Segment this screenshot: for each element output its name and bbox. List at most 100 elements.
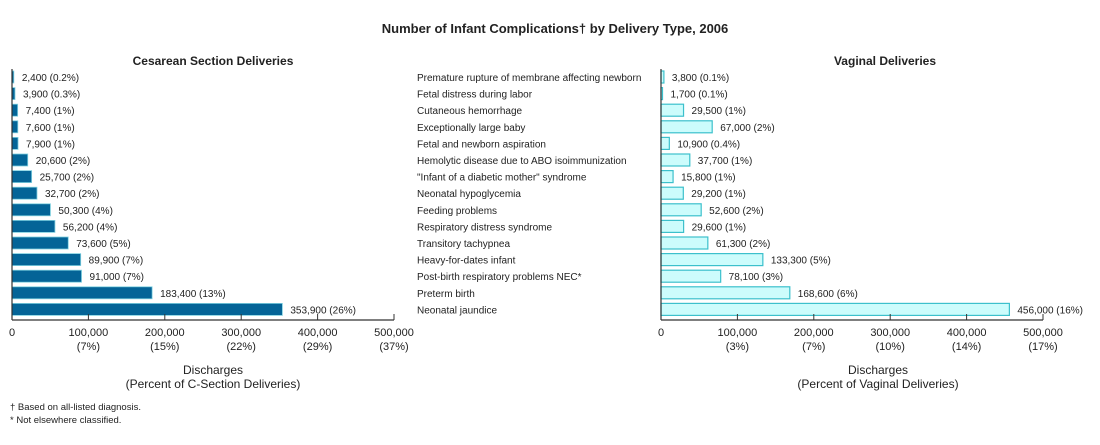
data-label: 3,800 (0.1%): [672, 73, 729, 84]
data-label: 7,600 (1%): [26, 123, 75, 134]
bar: [11, 153, 29, 167]
data-label: 7,400 (1%): [26, 106, 75, 117]
bar: [11, 170, 33, 184]
category-label: Respiratory distress syndrome: [417, 222, 552, 233]
tick-percent: (10%): [876, 341, 905, 353]
bar: [11, 120, 19, 134]
bar: [11, 253, 82, 267]
data-label: 91,000 (7%): [90, 272, 144, 283]
data-label: 15,800 (1%): [681, 173, 735, 184]
chart-title: Number of Infant Complications† by Deliv…: [382, 21, 729, 36]
category-label: Exceptionally large baby: [417, 123, 525, 134]
tick-percent: (37%): [379, 341, 408, 353]
data-label: 37,700 (1%): [698, 156, 752, 167]
footnote: † Based on all-listed diagnosis.: [10, 402, 141, 413]
category-label: Cutaneous hemorrhage: [417, 106, 523, 117]
bar: [11, 219, 56, 233]
footnote: * Not elsewhere classified.: [10, 415, 121, 426]
data-label: 353,900 (26%): [290, 305, 356, 316]
category-label: Heavy-for-dates infant: [417, 256, 516, 267]
bar: [11, 236, 69, 250]
bar: [660, 219, 685, 233]
category-label: Fetal and newborn aspiration: [417, 139, 546, 150]
category-label: Transitory tachypnea: [417, 239, 510, 250]
category-label: Feeding problems: [417, 206, 497, 217]
category-label: Hemolytic disease due to ABO isoimmuniza…: [417, 156, 627, 167]
tick-label: 200,000: [794, 327, 834, 339]
data-label: 7,900 (1%): [26, 139, 75, 150]
data-label: 1,700 (0.1%): [671, 90, 728, 101]
right-xlabel: Discharges: [848, 363, 908, 377]
tick-label: 100,000: [718, 327, 758, 339]
left-xlabel-2: (Percent of C-Section Deliveries): [126, 377, 301, 391]
bar: [660, 153, 691, 167]
right-panel-title: Vaginal Deliveries: [834, 54, 936, 68]
data-label: 3,900 (0.3%): [23, 90, 80, 101]
bar: [660, 170, 674, 184]
category-label: Neonatal hypoglycemia: [417, 189, 521, 200]
bar: [11, 103, 19, 117]
tick-percent: (7%): [802, 341, 825, 353]
bar: [11, 136, 19, 150]
bar: [11, 203, 51, 217]
data-label: 25,700 (2%): [40, 173, 94, 184]
bar: [660, 203, 702, 217]
data-label: 61,300 (2%): [716, 239, 770, 250]
category-label: Premature rupture of membrane affecting …: [417, 73, 641, 84]
bar: [660, 186, 684, 200]
bar: [660, 302, 1010, 316]
bar: [660, 120, 713, 134]
tick-percent: (7%): [77, 341, 100, 353]
bar: [11, 186, 38, 200]
tick-percent: (3%): [726, 341, 749, 353]
data-label: 78,100 (3%): [729, 272, 783, 283]
data-label: 52,600 (2%): [709, 206, 763, 217]
tick-label: 300,000: [870, 327, 910, 339]
data-label: 2,400 (0.2%): [22, 73, 79, 84]
data-label: 168,600 (6%): [798, 289, 858, 300]
tick-label: 300,000: [221, 327, 261, 339]
bar: [11, 302, 283, 316]
data-label: 20,600 (2%): [36, 156, 90, 167]
data-label: 67,000 (2%): [720, 123, 774, 134]
category-label: Neonatal jaundice: [417, 305, 497, 316]
data-label: 133,300 (5%): [771, 256, 831, 267]
bar: [660, 236, 709, 250]
right-xlabel-2: (Percent of Vaginal Deliveries): [797, 377, 958, 391]
category-label: Fetal distress during labor: [417, 90, 533, 101]
left-panel-title: Cesarean Section Deliveries: [133, 54, 294, 68]
tick-label: 0: [658, 327, 664, 339]
data-label: 29,600 (1%): [692, 222, 746, 233]
data-label: 10,900 (0.4%): [677, 139, 740, 150]
bar: [11, 269, 82, 283]
data-label: 56,200 (4%): [63, 222, 117, 233]
tick-label: 100,000: [69, 327, 109, 339]
data-label: 50,300 (4%): [58, 206, 112, 217]
data-label: 73,600 (5%): [76, 239, 130, 250]
data-label: 183,400 (13%): [160, 289, 226, 300]
bar: [11, 286, 153, 300]
tick-percent: (14%): [952, 341, 981, 353]
bar: [660, 253, 764, 267]
tick-label: 400,000: [947, 327, 987, 339]
tick-percent: (29%): [303, 341, 332, 353]
category-label: "Infant of a diabetic mother" syndrome: [417, 173, 587, 184]
bar: [660, 103, 685, 117]
tick-label: 400,000: [298, 327, 338, 339]
left-xlabel: Discharges: [183, 363, 243, 377]
data-label: 456,000 (16%): [1017, 305, 1083, 316]
data-label: 89,900 (7%): [89, 256, 143, 267]
tick-percent: (15%): [150, 341, 179, 353]
data-label: 32,700 (2%): [45, 189, 99, 200]
tick-percent: (22%): [227, 341, 256, 353]
tick-percent: (17%): [1028, 341, 1057, 353]
category-label: Preterm birth: [417, 289, 475, 300]
tick-label: 500,000: [1023, 327, 1063, 339]
bar: [660, 269, 722, 283]
data-label: 29,200 (1%): [691, 189, 745, 200]
data-label: 29,500 (1%): [692, 106, 746, 117]
category-label: Post-birth respiratory problems NEC*: [417, 272, 582, 283]
tick-label: 500,000: [374, 327, 414, 339]
tick-label: 0: [9, 327, 15, 339]
